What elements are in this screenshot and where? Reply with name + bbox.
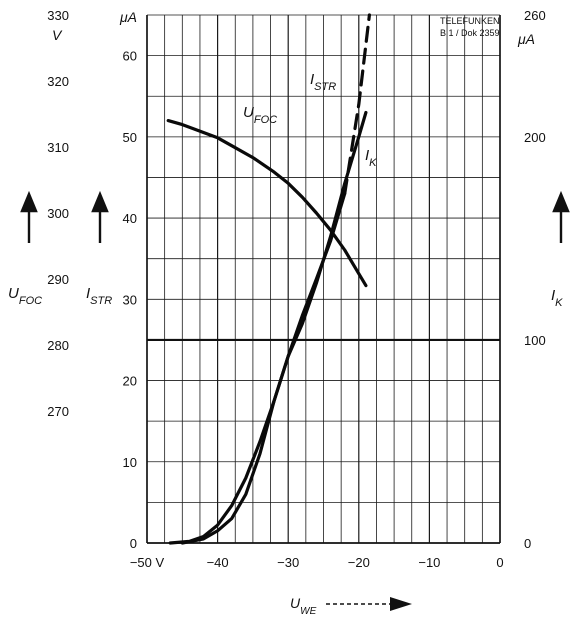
stamp-line-2: B 1 / Dok 2359 [440,28,500,38]
istr-tick-label: 50 [123,130,137,145]
ik-axis-title: IK [551,287,563,309]
ik-tick-label: 100 [524,333,546,348]
ufoc-tick-label: 270 [47,404,69,419]
ik-unit-label: μA [517,31,535,47]
istr-tick-label: 20 [123,374,137,389]
ufoc-tick-label: 310 [47,140,69,155]
istr-tick-label: 10 [123,455,137,470]
istr-series-label: ISTR [310,71,336,93]
x-tick-label: −40 [207,555,229,570]
istr-tick-label: 30 [123,292,137,307]
ufoc-axis-title: UFOC [8,285,42,307]
ufoc-tick-label: 330 [47,8,69,23]
ufoc-up-arrow-icon [20,190,38,243]
x-tick-label: −20 [348,555,370,570]
chart-labels: TELEFUNKEN B 1 / Dok 2359 μA V μA UFOC I… [8,8,563,617]
x-tick-label: −30 [277,555,299,570]
ik-tick-label: 0 [524,536,531,551]
istr-tick-label: 40 [123,211,137,226]
istr-unit-label: μA [119,9,137,25]
ufoc-tick-label: 320 [47,74,69,89]
istr-up-arrow-icon [91,190,109,243]
x-arrow-head-icon [390,597,412,611]
istr-tick-label: 60 [123,49,137,64]
ufoc-tick-label: 280 [47,338,69,353]
ufoc-series-label: UFOC [243,104,277,126]
istr-axis-title: ISTR [86,285,112,307]
ik-up-arrow-icon [552,190,570,243]
series-ik-line [180,110,368,545]
x-tick-label: 0 [496,555,503,570]
ufoc-tick-label: 290 [47,272,69,287]
series-curves [166,13,371,545]
ik-tick-label: 200 [524,130,546,145]
stamp-line-1: TELEFUNKEN [440,16,500,26]
ufoc-unit-label: V [52,27,63,43]
series-istr-line [168,192,347,545]
ufoc-tick-label: 300 [47,206,69,221]
ik-series-label: IK [365,147,377,169]
x-axis-title: UWE [290,595,317,617]
istr-tick-label: 0 [130,536,137,551]
x-tick-label: −10 [418,555,440,570]
series-ufoc-line [166,119,368,288]
x-tick-label: −50 V [130,555,165,570]
ik-tick-label: 260 [524,8,546,23]
axis-arrows [20,190,570,611]
plot-grid [146,14,501,544]
